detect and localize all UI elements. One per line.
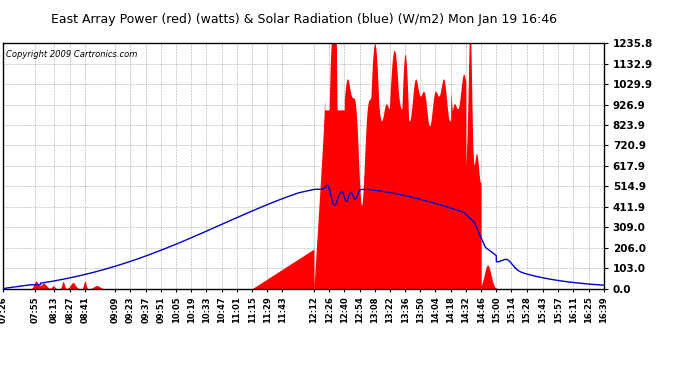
Text: Copyright 2009 Cartronics.com: Copyright 2009 Cartronics.com <box>6 51 138 60</box>
Text: East Array Power (red) (watts) & Solar Radiation (blue) (W/m2) Mon Jan 19 16:46: East Array Power (red) (watts) & Solar R… <box>50 13 557 26</box>
